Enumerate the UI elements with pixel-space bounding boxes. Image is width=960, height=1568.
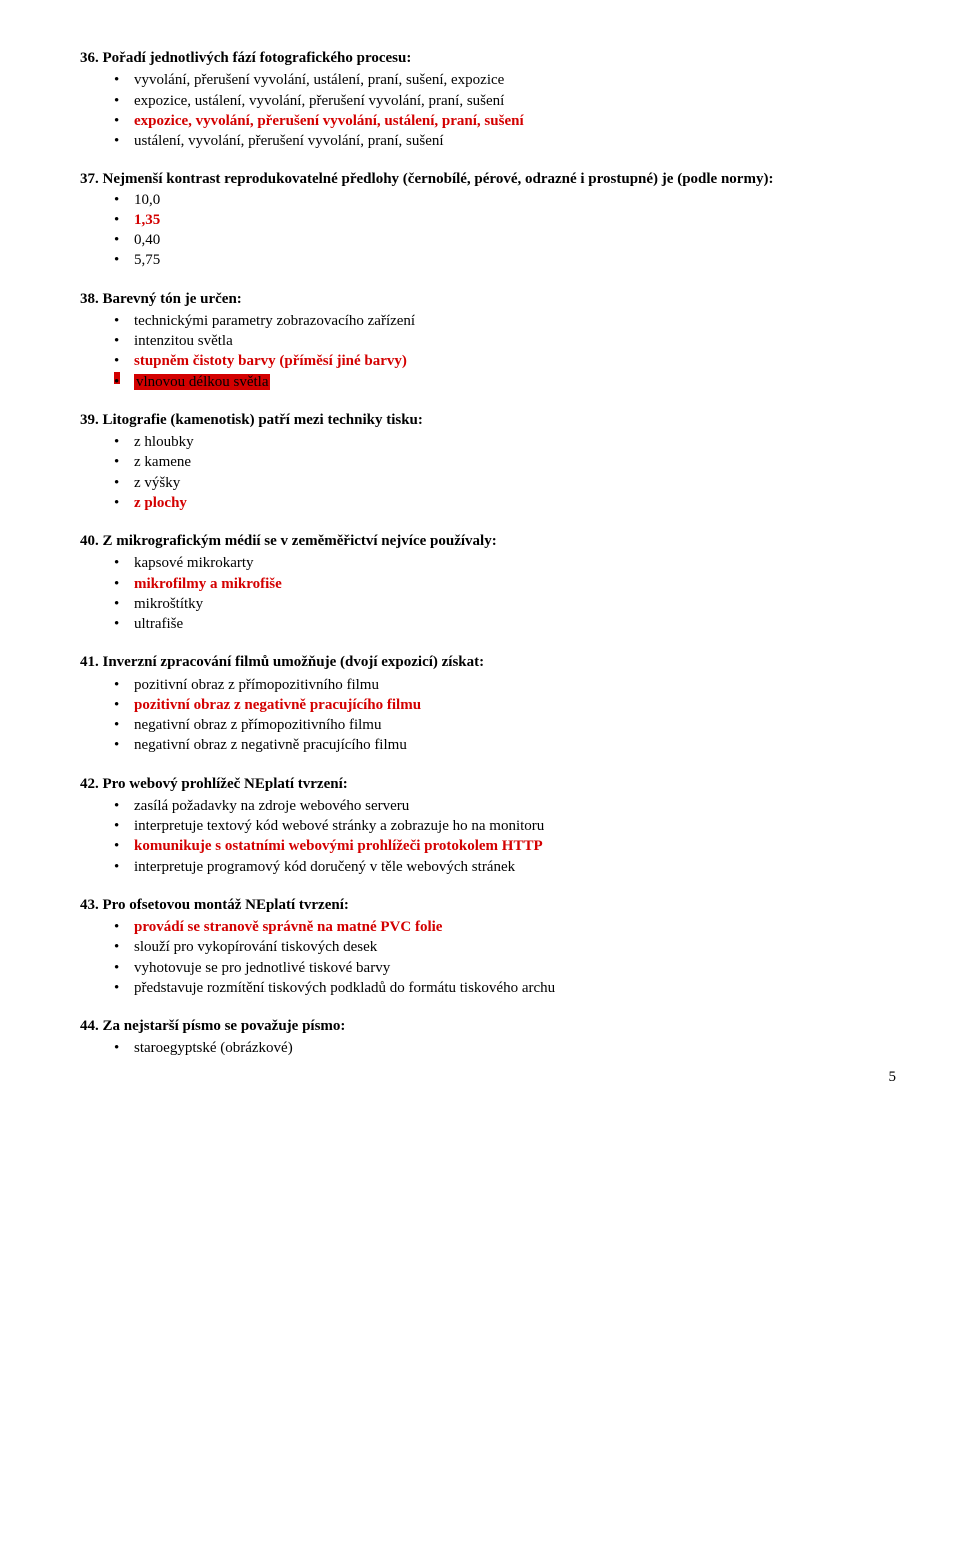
q44-title: 44. Za nejstarší písmo se považuje písmo… xyxy=(80,1016,896,1036)
q39-opt-d: z plochy xyxy=(110,493,896,513)
q40-opt-d: ultrafiše xyxy=(110,614,896,634)
question-37: 37. Nejmenší kontrast reprodukovatelné p… xyxy=(80,169,896,270)
q37-title: 37. Nejmenší kontrast reprodukovatelné p… xyxy=(80,169,896,189)
q41-opt-b-text: pozitivní obraz z negativně pracujícího … xyxy=(134,697,421,713)
q39-options: z hloubky z kamene z výšky z plochy xyxy=(110,432,896,513)
q38-options: technickými parametry zobrazovacího zaří… xyxy=(110,311,896,392)
q41-opt-c: negativní obraz z přímopozitivního filmu xyxy=(110,715,896,735)
q36-title: 36. Pořadí jednotlivých fází fotografick… xyxy=(80,48,896,68)
q39-title: 39. Litografie (kamenotisk) patří mezi t… xyxy=(80,410,896,430)
q44-options: staroegyptské (obrázkové) xyxy=(110,1038,896,1058)
q43-opt-d: představuje rozmítění tiskových podkladů… xyxy=(110,978,896,998)
q39-opt-b: z kamene xyxy=(110,452,896,472)
q43-title: 43. Pro ofsetovou montáž NEplatí tvrzení… xyxy=(80,895,896,915)
q36-opt-a: vyvolání, přerušení vyvolání, ustálení, … xyxy=(110,70,896,90)
q39-opt-a: z hloubky xyxy=(110,432,896,452)
q38-opt-b: intenzitou světla xyxy=(110,331,896,351)
q42-title: 42. Pro webový prohlížeč NEplatí tvrzení… xyxy=(80,774,896,794)
q36-options: vyvolání, přerušení vyvolání, ustálení, … xyxy=(110,70,896,151)
q41-opt-b: pozitivní obraz z negativně pracujícího … xyxy=(110,695,896,715)
q42-opt-c-text: komunikuje s ostatními webovými prohlíže… xyxy=(134,838,543,854)
q37-options: 10,0 1,35 0,40 5,75 xyxy=(110,190,896,271)
question-41: 41. Inverzní zpracování filmů umožňuje (… xyxy=(80,652,896,755)
q42-opt-d: interpretuje programový kód doručený v t… xyxy=(110,857,896,877)
q41-title: 41. Inverzní zpracování filmů umožňuje (… xyxy=(80,652,896,672)
q37-opt-b: 1,35 xyxy=(110,210,896,230)
q38-opt-c-text: stupněm čistoty barvy (příměsí jiné barv… xyxy=(134,353,407,369)
q40-opt-b-text: mikrofilmy a mikrofiše xyxy=(134,576,282,592)
q43-opt-c: vyhotovuje se pro jednotlivé tiskové bar… xyxy=(110,958,896,978)
question-36: 36. Pořadí jednotlivých fází fotografick… xyxy=(80,48,896,151)
page-number: 5 xyxy=(80,1067,896,1087)
q40-title: 40. Z mikrografickým médií se v zeměměři… xyxy=(80,531,896,551)
q37-opt-a: 10,0 xyxy=(110,190,896,210)
question-42: 42. Pro webový prohlížeč NEplatí tvrzení… xyxy=(80,774,896,877)
q39-opt-d-text: z plochy xyxy=(134,495,187,511)
question-40: 40. Z mikrografickým médií se v zeměměři… xyxy=(80,531,896,634)
q37-opt-d: 5,75 xyxy=(110,250,896,270)
q36-opt-b: expozice, ustálení, vyvolání, přerušení … xyxy=(110,91,896,111)
q43-opt-b: slouží pro vykopírování tiskových desek xyxy=(110,937,896,957)
q42-opt-c: komunikuje s ostatními webovými prohlíže… xyxy=(110,836,896,856)
q40-opt-c: mikroštítky xyxy=(110,594,896,614)
q42-options: zasílá požadavky na zdroje webového serv… xyxy=(110,796,896,877)
q41-opt-a: pozitivní obraz z přímopozitivního filmu xyxy=(110,675,896,695)
question-43: 43. Pro ofsetovou montáž NEplatí tvrzení… xyxy=(80,895,896,998)
q36-opt-c: expozice, vyvolání, přerušení vyvolání, … xyxy=(110,111,896,131)
q38-opt-d: vlnovou délkou světla xyxy=(110,372,896,392)
q42-opt-a: zasílá požadavky na zdroje webového serv… xyxy=(110,796,896,816)
q37-opt-c: 0,40 xyxy=(110,230,896,250)
q39-opt-c: z výšky xyxy=(110,473,896,493)
question-44: 44. Za nejstarší písmo se považuje písmo… xyxy=(80,1016,896,1059)
question-38: 38. Barevný tón je určen: technickými pa… xyxy=(80,289,896,392)
question-39: 39. Litografie (kamenotisk) patří mezi t… xyxy=(80,410,896,513)
q37-opt-b-text: 1,35 xyxy=(134,212,160,228)
q42-opt-b: interpretuje textový kód webové stránky … xyxy=(110,816,896,836)
q40-opt-b: mikrofilmy a mikrofiše xyxy=(110,574,896,594)
q38-title: 38. Barevný tón je určen: xyxy=(80,289,896,309)
q41-opt-d: negativní obraz z negativně pracujícího … xyxy=(110,735,896,755)
q41-options: pozitivní obraz z přímopozitivního filmu… xyxy=(110,675,896,756)
q43-options: provádí se stranově správně na matné PVC… xyxy=(110,917,896,998)
q43-opt-a-text: provádí se stranově správně na matné PVC… xyxy=(134,919,442,935)
q44-opt-a: staroegyptské (obrázkové) xyxy=(110,1038,896,1058)
q36-opt-d: ustálení, vyvolání, přerušení vyvolání, … xyxy=(110,131,896,151)
q38-opt-a: technickými parametry zobrazovacího zaří… xyxy=(110,311,896,331)
q38-opt-c: stupněm čistoty barvy (příměsí jiné barv… xyxy=(110,351,896,371)
q36-opt-c-text: expozice, vyvolání, přerušení vyvolání, … xyxy=(134,113,524,129)
q43-opt-a: provádí se stranově správně na matné PVC… xyxy=(110,917,896,937)
q40-options: kapsové mikrokarty mikrofilmy a mikrofiš… xyxy=(110,553,896,634)
q40-opt-a: kapsové mikrokarty xyxy=(110,553,896,573)
q38-opt-d-text: vlnovou délkou světla xyxy=(134,374,270,390)
